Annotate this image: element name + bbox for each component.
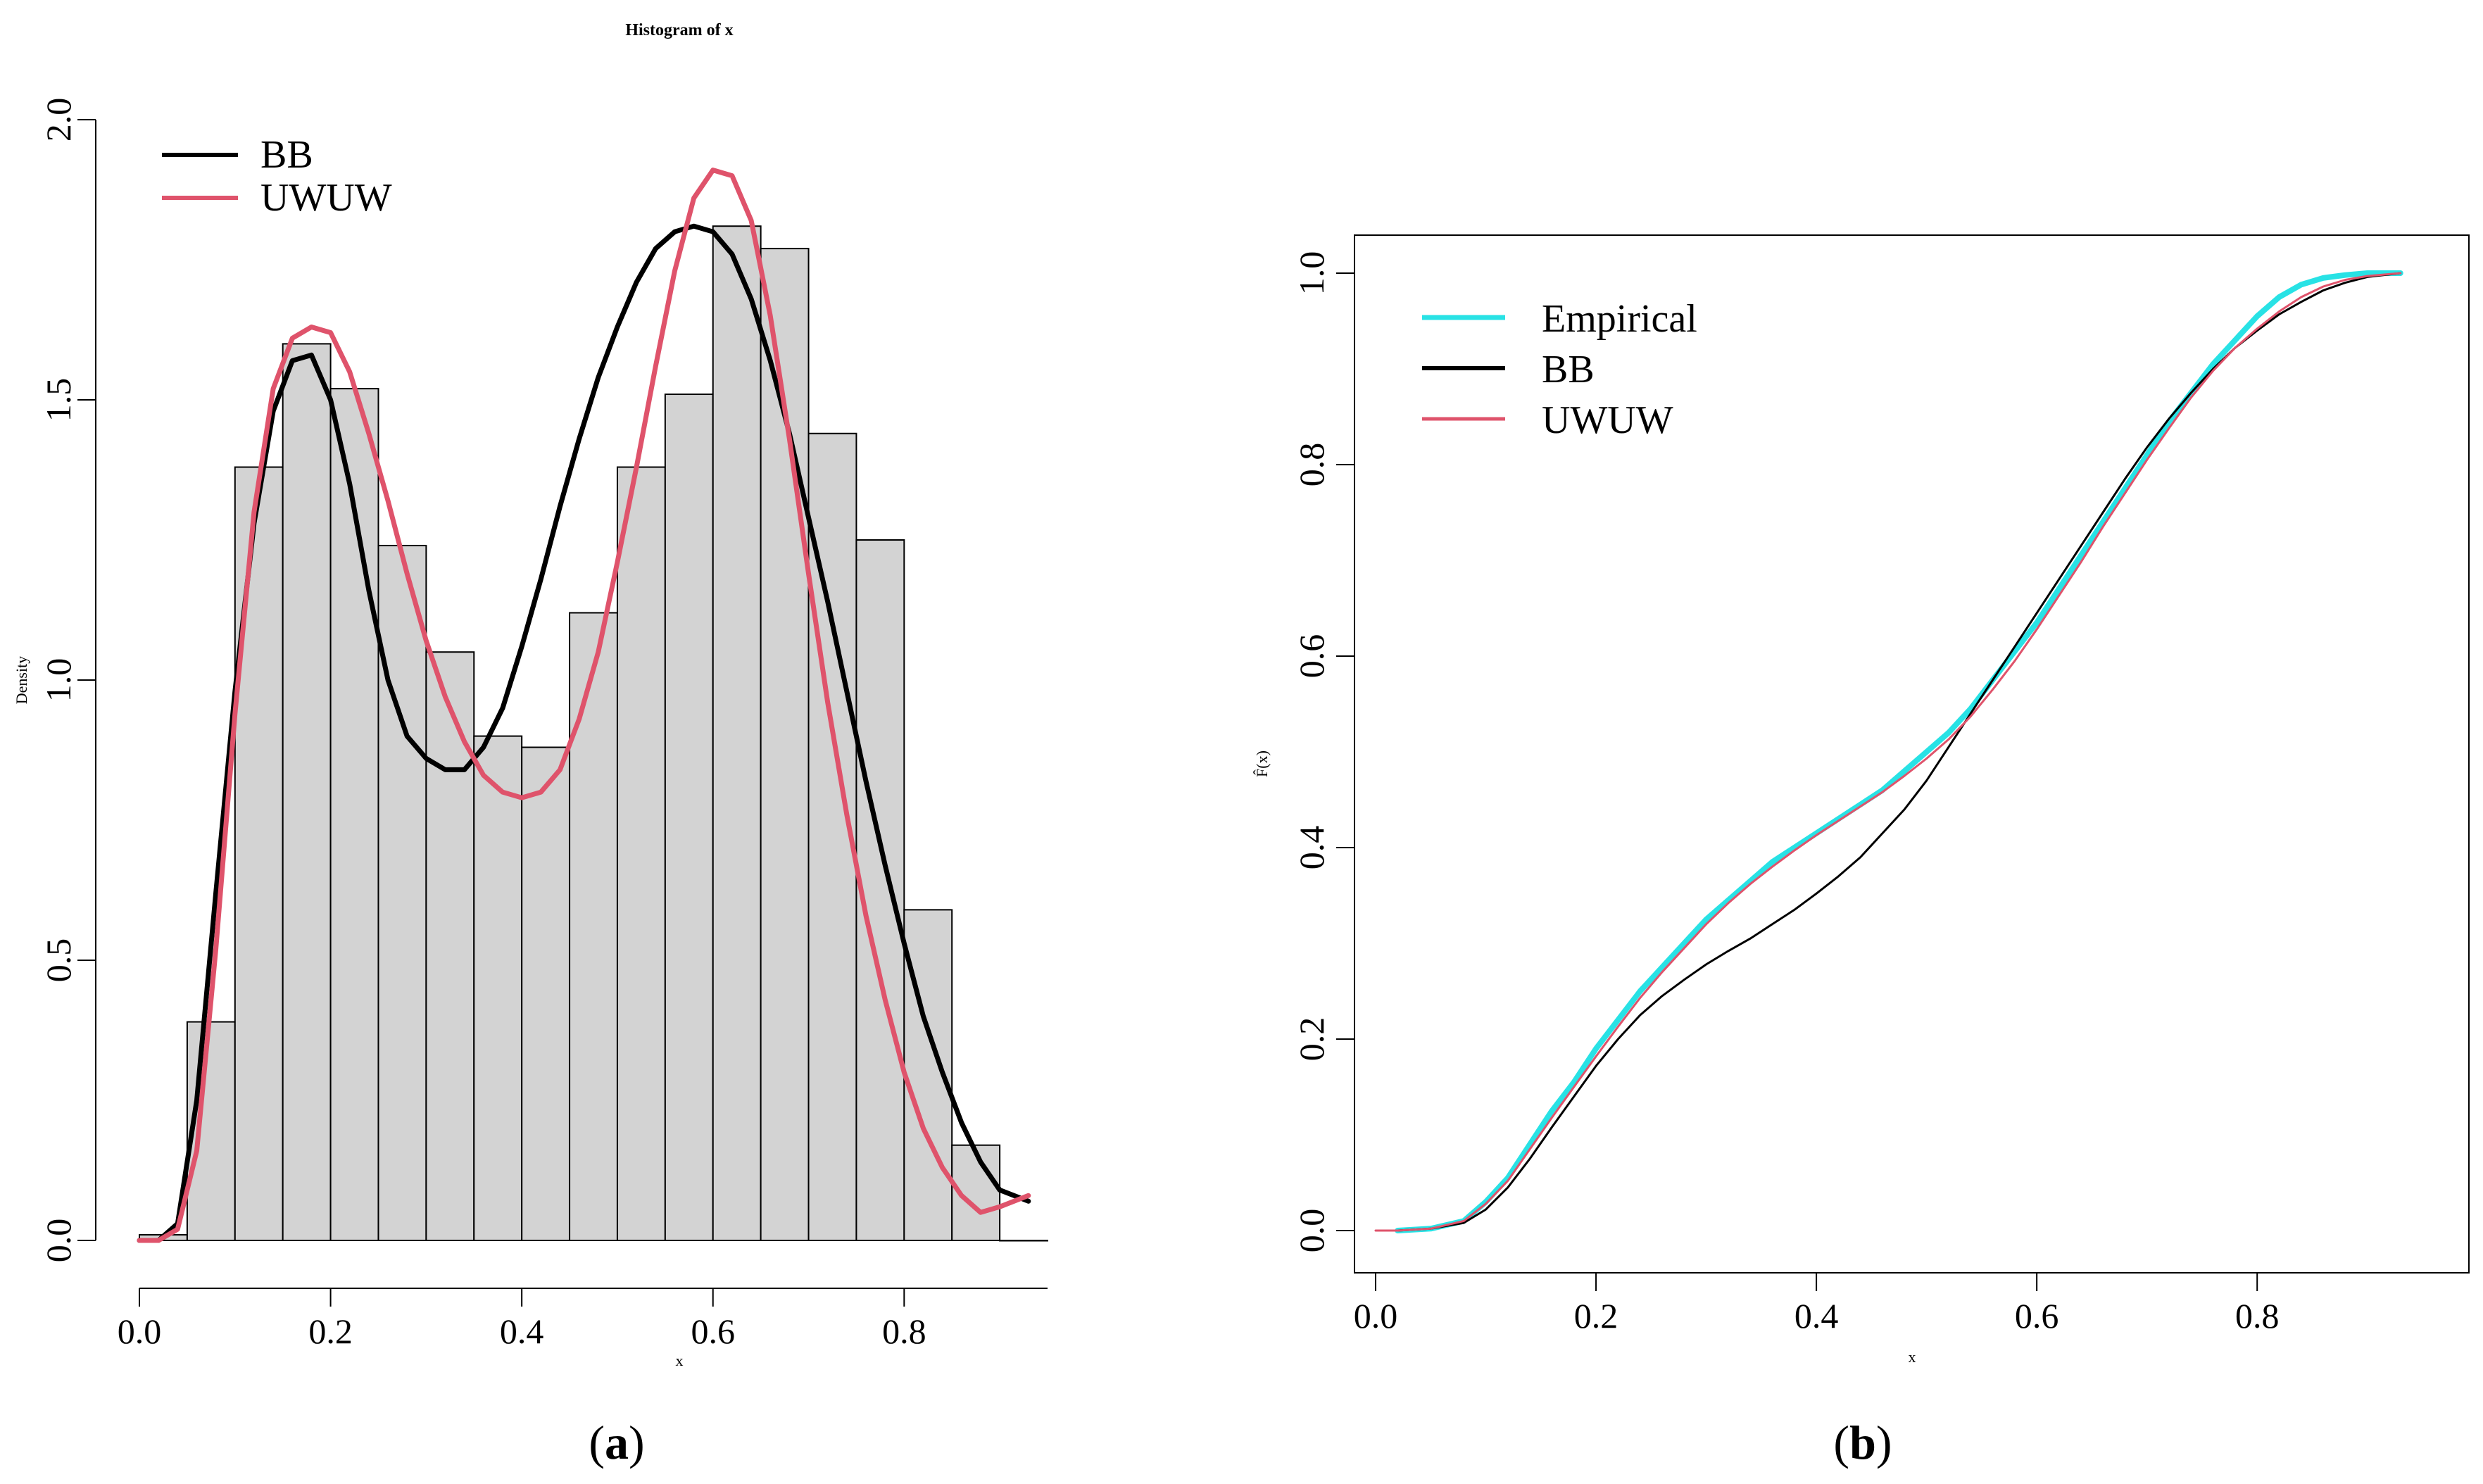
histogram-bar — [855, 539, 905, 1241]
x-tick-label: 0.2 — [308, 1312, 353, 1351]
cdf-line-uwuw — [1374, 272, 2402, 1232]
x-tick-label: 0.8 — [2235, 1296, 2280, 1335]
x-axis: 0.0 0.2 0.4 0.6 0.8 — [1354, 1272, 2293, 1335]
density-curves — [137, 168, 1031, 1243]
histogram-panel: Histogram of x 0.0 0.2 0.4 0.6 0.8 0.0 0.5 1.0… — [13, 21, 1048, 1469]
y-axis: 0.0 0.2 0.4 0.6 0.8 1.0 — [1292, 251, 1355, 1253]
histogram-bar — [807, 432, 857, 1241]
histogram-bar — [999, 1240, 1048, 1242]
x-tick-label: 0.0 — [1354, 1296, 1398, 1335]
histogram-bar — [712, 225, 762, 1241]
legend-label-empirical: Empirical — [1542, 297, 1697, 341]
histogram-bar — [664, 394, 714, 1241]
histogram-bar — [425, 651, 475, 1241]
y-tick-label: 1.5 — [39, 378, 78, 422]
legend-label-bb: BB — [260, 133, 313, 177]
histogram-bar — [569, 612, 618, 1241]
histogram-bar — [616, 466, 666, 1241]
x-tick-label: 0.8 — [882, 1312, 926, 1351]
density-line-bb — [137, 223, 1031, 1243]
legend-label-bb: BB — [1542, 348, 1595, 391]
y-axis-label: F̂(x) — [1253, 750, 1271, 777]
x-axis-label: x — [676, 1352, 684, 1369]
y-tick-label: 1.0 — [1292, 251, 1331, 296]
legend-label-uwuw: UWUW — [260, 176, 392, 220]
caption-b: (b) — [1833, 1416, 1892, 1469]
y-tick-label: 0.0 — [39, 1219, 78, 1263]
y-tick-label: 0.4 — [1292, 826, 1331, 870]
legend: Empirical BB UWUW — [1422, 297, 1697, 442]
y-axis: 0.0 0.5 1.0 1.5 2.0 — [39, 98, 96, 1263]
y-tick-label: 0.6 — [1292, 634, 1331, 679]
x-tick-label: 0.4 — [500, 1312, 544, 1351]
y-tick-label: 1.0 — [39, 658, 78, 703]
legend-label-uwuw: UWUW — [1542, 398, 1673, 442]
histogram-title: Histogram of x — [625, 21, 733, 39]
y-tick-label: 0.5 — [39, 938, 78, 983]
cdf-curves — [1374, 270, 2403, 1233]
histogram-bar — [473, 735, 523, 1241]
histogram-bar — [377, 544, 427, 1241]
density-line-uwuw — [137, 168, 1031, 1243]
legend: BB UWUW — [162, 133, 392, 220]
histogram-bars — [139, 225, 1048, 1242]
x-axis-label: x — [1909, 1348, 1916, 1366]
caption-b-letter: b — [1849, 1416, 1876, 1469]
histogram-bar — [234, 466, 284, 1241]
caption-a-letter: a — [605, 1416, 629, 1469]
y-axis-label: Density — [13, 656, 30, 704]
histogram-bar — [521, 746, 571, 1241]
x-tick-label: 0.0 — [118, 1312, 162, 1351]
y-tick-label: 0.0 — [1292, 1209, 1331, 1253]
x-tick-label: 0.4 — [1794, 1296, 1839, 1335]
caption-a: (a) — [589, 1416, 644, 1469]
x-tick-label: 0.6 — [2015, 1296, 2059, 1335]
y-tick-label: 0.2 — [1292, 1017, 1331, 1062]
x-axis: 0.0 0.2 0.4 0.6 0.8 — [118, 1288, 1048, 1351]
x-tick-label: 0.6 — [691, 1312, 735, 1351]
cdf-panel: 0.0 0.2 0.4 0.6 0.8 0.0 0.2 0.4 0.6 0.8 1.0 x F̂(… — [1253, 234, 2470, 1469]
cdf-line-empirical — [1395, 270, 2403, 1233]
x-tick-label: 0.2 — [1574, 1296, 1618, 1335]
y-tick-label: 0.8 — [1292, 443, 1331, 487]
histogram-bar — [282, 343, 332, 1241]
y-tick-label: 2.0 — [39, 98, 78, 142]
